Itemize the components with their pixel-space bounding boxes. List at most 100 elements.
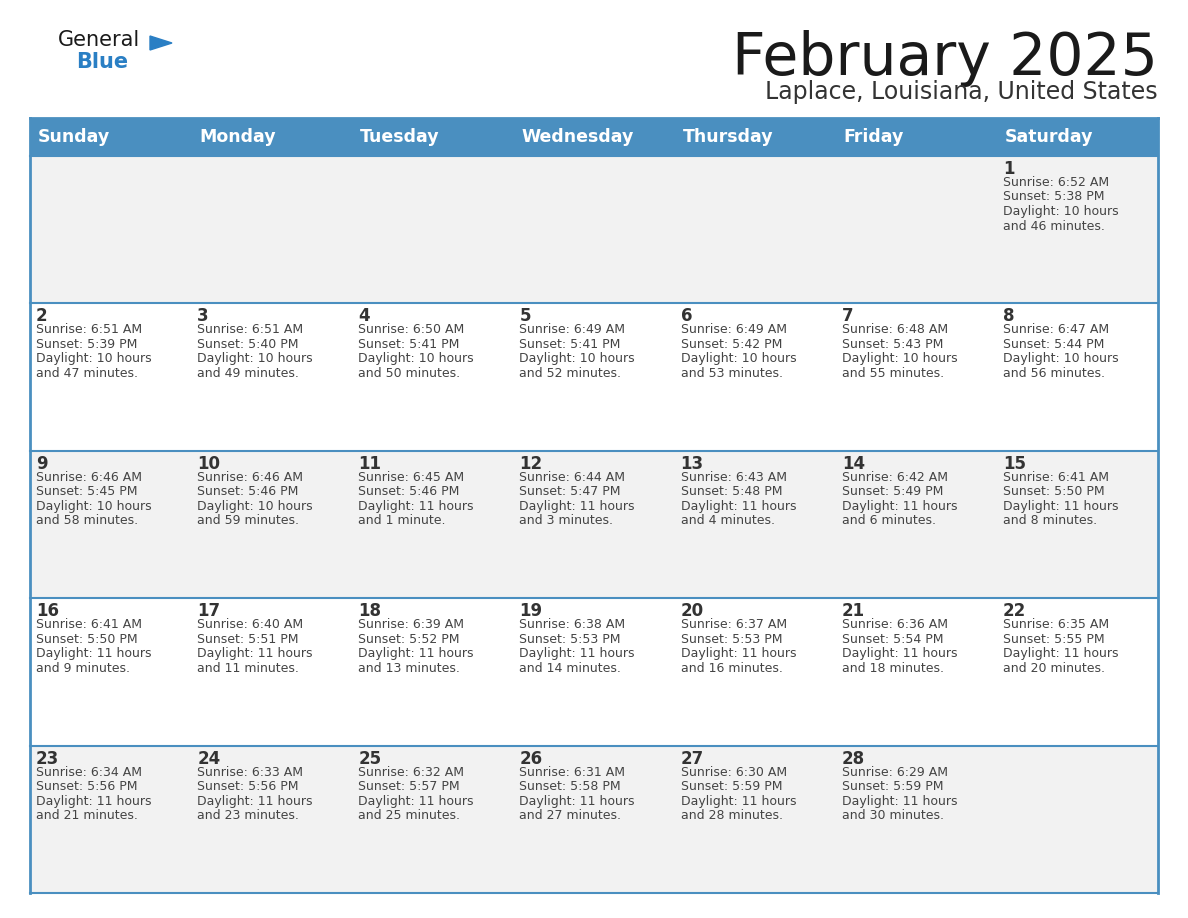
Text: 13: 13 bbox=[681, 454, 703, 473]
Text: Daylight: 11 hours: Daylight: 11 hours bbox=[1003, 647, 1118, 660]
Text: 11: 11 bbox=[359, 454, 381, 473]
Text: Sunrise: 6:49 AM: Sunrise: 6:49 AM bbox=[519, 323, 625, 336]
Text: and 30 minutes.: and 30 minutes. bbox=[842, 809, 943, 823]
Text: and 23 minutes.: and 23 minutes. bbox=[197, 809, 299, 823]
Text: Daylight: 10 hours: Daylight: 10 hours bbox=[197, 499, 312, 513]
Text: Daylight: 11 hours: Daylight: 11 hours bbox=[519, 499, 634, 513]
Bar bbox=[30, 156, 1158, 304]
Text: Sunset: 5:56 PM: Sunset: 5:56 PM bbox=[197, 780, 298, 793]
Text: Sunset: 5:50 PM: Sunset: 5:50 PM bbox=[1003, 486, 1105, 498]
Text: Sunset: 5:41 PM: Sunset: 5:41 PM bbox=[359, 338, 460, 351]
Text: Daylight: 11 hours: Daylight: 11 hours bbox=[197, 647, 312, 660]
Text: 21: 21 bbox=[842, 602, 865, 621]
Text: Sunrise: 6:52 AM: Sunrise: 6:52 AM bbox=[1003, 176, 1108, 189]
Text: Sunset: 5:46 PM: Sunset: 5:46 PM bbox=[359, 486, 460, 498]
Text: Laplace, Louisiana, United States: Laplace, Louisiana, United States bbox=[765, 80, 1158, 104]
Text: Thursday: Thursday bbox=[683, 128, 773, 146]
Text: 22: 22 bbox=[1003, 602, 1026, 621]
Text: Sunrise: 6:38 AM: Sunrise: 6:38 AM bbox=[519, 618, 626, 632]
Text: Daylight: 11 hours: Daylight: 11 hours bbox=[359, 647, 474, 660]
Text: 1: 1 bbox=[1003, 160, 1015, 178]
Text: Sunrise: 6:34 AM: Sunrise: 6:34 AM bbox=[36, 766, 143, 778]
Text: Sunrise: 6:51 AM: Sunrise: 6:51 AM bbox=[197, 323, 303, 336]
Text: Sunrise: 6:49 AM: Sunrise: 6:49 AM bbox=[681, 323, 786, 336]
Text: Daylight: 11 hours: Daylight: 11 hours bbox=[519, 647, 634, 660]
Text: Daylight: 10 hours: Daylight: 10 hours bbox=[1003, 353, 1118, 365]
Text: Sunset: 5:45 PM: Sunset: 5:45 PM bbox=[36, 486, 138, 498]
Text: Sunrise: 6:41 AM: Sunrise: 6:41 AM bbox=[36, 618, 143, 632]
Text: Daylight: 11 hours: Daylight: 11 hours bbox=[359, 499, 474, 513]
Text: Daylight: 11 hours: Daylight: 11 hours bbox=[842, 647, 958, 660]
Text: Sunset: 5:55 PM: Sunset: 5:55 PM bbox=[1003, 633, 1105, 645]
Text: Sunrise: 6:39 AM: Sunrise: 6:39 AM bbox=[359, 618, 465, 632]
Text: 19: 19 bbox=[519, 602, 543, 621]
Text: and 21 minutes.: and 21 minutes. bbox=[36, 809, 138, 823]
Text: 26: 26 bbox=[519, 750, 543, 767]
Text: 16: 16 bbox=[36, 602, 59, 621]
Text: Sunset: 5:57 PM: Sunset: 5:57 PM bbox=[359, 780, 460, 793]
Text: Sunset: 5:59 PM: Sunset: 5:59 PM bbox=[842, 780, 943, 793]
Text: 10: 10 bbox=[197, 454, 220, 473]
Polygon shape bbox=[150, 36, 172, 50]
Text: Daylight: 11 hours: Daylight: 11 hours bbox=[36, 795, 152, 808]
Text: and 18 minutes.: and 18 minutes. bbox=[842, 662, 943, 675]
Text: Daylight: 10 hours: Daylight: 10 hours bbox=[842, 353, 958, 365]
Text: 4: 4 bbox=[359, 308, 369, 325]
Text: 5: 5 bbox=[519, 308, 531, 325]
Text: Sunrise: 6:46 AM: Sunrise: 6:46 AM bbox=[197, 471, 303, 484]
Text: 24: 24 bbox=[197, 750, 221, 767]
Text: Daylight: 11 hours: Daylight: 11 hours bbox=[36, 647, 152, 660]
Text: and 9 minutes.: and 9 minutes. bbox=[36, 662, 129, 675]
Text: and 53 minutes.: and 53 minutes. bbox=[681, 367, 783, 380]
Text: and 3 minutes.: and 3 minutes. bbox=[519, 514, 613, 527]
Bar bbox=[30, 745, 1158, 893]
Text: Daylight: 11 hours: Daylight: 11 hours bbox=[197, 795, 312, 808]
Text: Daylight: 11 hours: Daylight: 11 hours bbox=[681, 795, 796, 808]
Text: 2: 2 bbox=[36, 308, 48, 325]
Text: 27: 27 bbox=[681, 750, 703, 767]
Text: 25: 25 bbox=[359, 750, 381, 767]
Bar bbox=[30, 599, 1158, 745]
Text: 8: 8 bbox=[1003, 308, 1015, 325]
Text: Monday: Monday bbox=[200, 128, 276, 146]
Text: Sunset: 5:49 PM: Sunset: 5:49 PM bbox=[842, 486, 943, 498]
Text: Sunset: 5:53 PM: Sunset: 5:53 PM bbox=[681, 633, 782, 645]
Text: 12: 12 bbox=[519, 454, 543, 473]
Text: Sunrise: 6:32 AM: Sunrise: 6:32 AM bbox=[359, 766, 465, 778]
Text: Sunrise: 6:35 AM: Sunrise: 6:35 AM bbox=[1003, 618, 1108, 632]
Text: Daylight: 11 hours: Daylight: 11 hours bbox=[681, 647, 796, 660]
Text: Daylight: 10 hours: Daylight: 10 hours bbox=[36, 353, 152, 365]
Text: Sunset: 5:44 PM: Sunset: 5:44 PM bbox=[1003, 338, 1104, 351]
Text: Daylight: 10 hours: Daylight: 10 hours bbox=[681, 353, 796, 365]
Text: 17: 17 bbox=[197, 602, 220, 621]
Text: Sunset: 5:48 PM: Sunset: 5:48 PM bbox=[681, 486, 782, 498]
Text: Daylight: 10 hours: Daylight: 10 hours bbox=[36, 499, 152, 513]
Text: and 59 minutes.: and 59 minutes. bbox=[197, 514, 299, 527]
Text: Sunrise: 6:33 AM: Sunrise: 6:33 AM bbox=[197, 766, 303, 778]
Text: Sunrise: 6:44 AM: Sunrise: 6:44 AM bbox=[519, 471, 625, 484]
Text: Sunday: Sunday bbox=[38, 128, 110, 146]
Text: Sunrise: 6:29 AM: Sunrise: 6:29 AM bbox=[842, 766, 948, 778]
Text: and 56 minutes.: and 56 minutes. bbox=[1003, 367, 1105, 380]
Text: Sunset: 5:46 PM: Sunset: 5:46 PM bbox=[197, 486, 298, 498]
Text: 28: 28 bbox=[842, 750, 865, 767]
Text: Sunrise: 6:41 AM: Sunrise: 6:41 AM bbox=[1003, 471, 1108, 484]
Text: Sunrise: 6:31 AM: Sunrise: 6:31 AM bbox=[519, 766, 625, 778]
Text: Sunrise: 6:30 AM: Sunrise: 6:30 AM bbox=[681, 766, 786, 778]
Text: Blue: Blue bbox=[76, 52, 128, 72]
Text: Sunset: 5:59 PM: Sunset: 5:59 PM bbox=[681, 780, 782, 793]
Text: Sunrise: 6:50 AM: Sunrise: 6:50 AM bbox=[359, 323, 465, 336]
Text: Sunset: 5:43 PM: Sunset: 5:43 PM bbox=[842, 338, 943, 351]
Text: February 2025: February 2025 bbox=[732, 30, 1158, 87]
Text: and 58 minutes.: and 58 minutes. bbox=[36, 514, 138, 527]
Text: and 27 minutes.: and 27 minutes. bbox=[519, 809, 621, 823]
Text: Daylight: 10 hours: Daylight: 10 hours bbox=[359, 353, 474, 365]
Text: Sunrise: 6:45 AM: Sunrise: 6:45 AM bbox=[359, 471, 465, 484]
Text: Wednesday: Wednesday bbox=[522, 128, 634, 146]
Text: Sunrise: 6:43 AM: Sunrise: 6:43 AM bbox=[681, 471, 786, 484]
Text: and 16 minutes.: and 16 minutes. bbox=[681, 662, 783, 675]
Text: Sunrise: 6:37 AM: Sunrise: 6:37 AM bbox=[681, 618, 786, 632]
Text: and 14 minutes.: and 14 minutes. bbox=[519, 662, 621, 675]
Text: and 55 minutes.: and 55 minutes. bbox=[842, 367, 943, 380]
Text: Sunset: 5:51 PM: Sunset: 5:51 PM bbox=[197, 633, 298, 645]
